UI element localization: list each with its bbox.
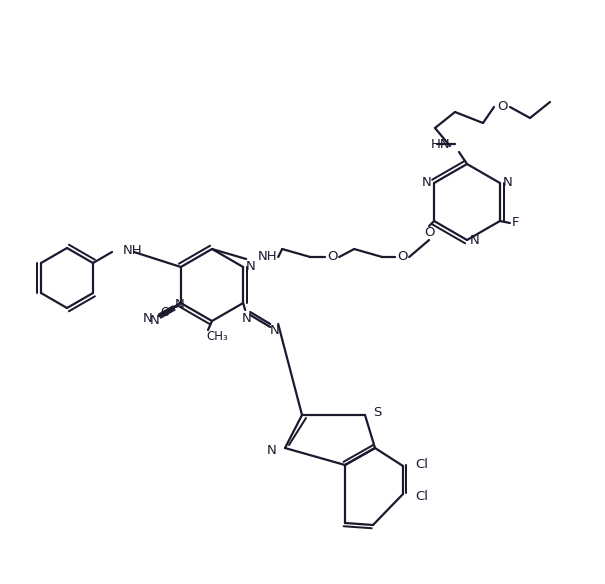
Text: Cl: Cl (415, 457, 428, 471)
Text: N: N (175, 298, 185, 311)
Text: F: F (512, 217, 520, 230)
Text: N: N (241, 311, 251, 325)
Text: N: N (143, 312, 153, 325)
Text: O: O (424, 227, 434, 239)
Text: N: N (421, 176, 431, 189)
Text: HN: HN (430, 137, 450, 151)
Text: N: N (269, 324, 279, 336)
Text: N: N (150, 314, 160, 326)
Text: NH: NH (123, 245, 143, 258)
Text: CH₃: CH₃ (206, 331, 227, 343)
Text: Cl: Cl (415, 489, 428, 502)
Text: S: S (373, 406, 381, 419)
Text: N: N (267, 443, 277, 457)
Text: N: N (246, 259, 256, 273)
Text: O: O (397, 251, 407, 263)
Text: N: N (470, 235, 480, 248)
Text: N: N (503, 176, 512, 189)
Text: NH: NH (258, 251, 278, 263)
Text: C: C (160, 305, 169, 318)
Text: O: O (497, 100, 507, 113)
Text: O: O (327, 251, 338, 263)
